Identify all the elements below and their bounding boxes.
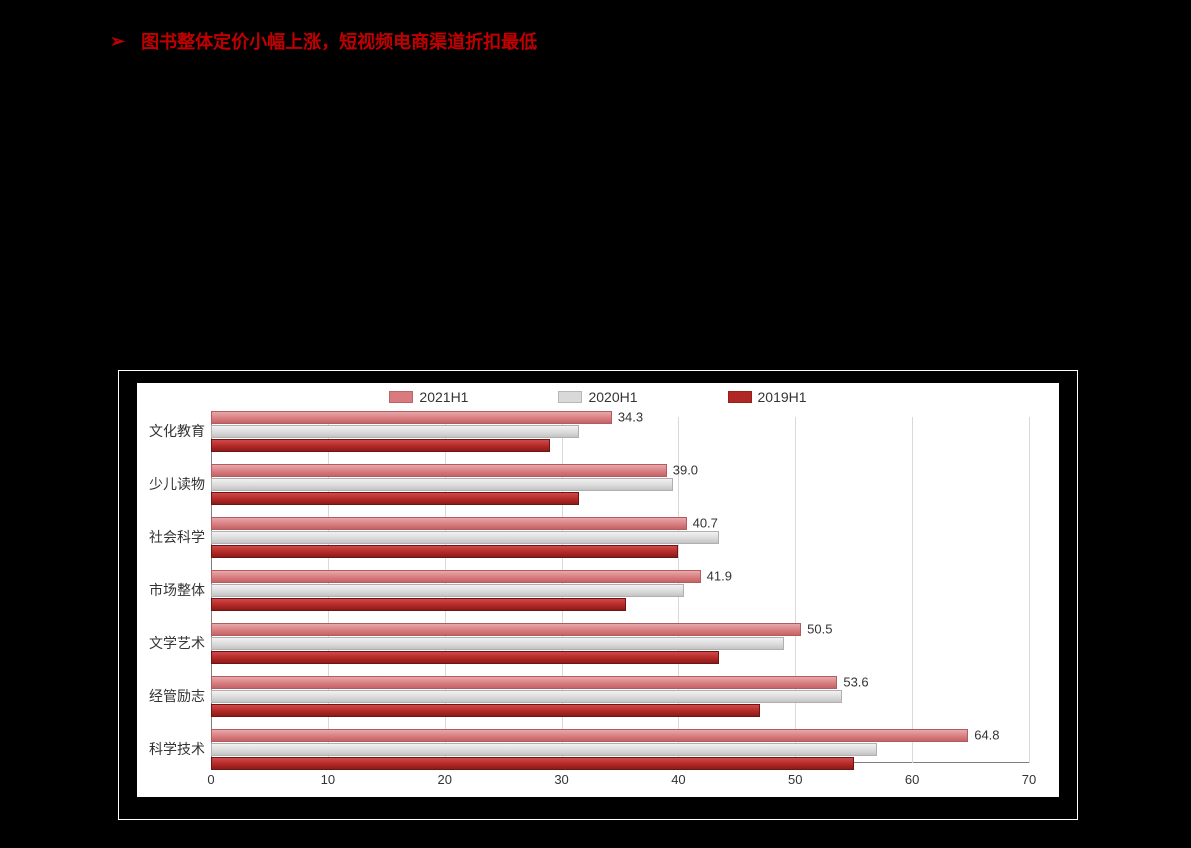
x-tick-label: 40 — [671, 772, 685, 787]
bar — [211, 637, 784, 650]
category-label: 文学艺术 — [141, 633, 205, 653]
bar — [211, 439, 550, 452]
bar — [211, 531, 719, 544]
bar — [211, 464, 667, 477]
x-tick-label: 20 — [437, 772, 451, 787]
bar-value-label: 50.5 — [807, 622, 832, 637]
bar-value-label: 34.3 — [618, 410, 643, 425]
bar — [211, 492, 579, 505]
gridline — [912, 417, 913, 763]
chart-frame: 2021H1 2020H1 2019H1 010203040506070文化教育… — [118, 370, 1078, 820]
bar — [211, 584, 684, 597]
x-tick-label: 0 — [207, 772, 214, 787]
legend-swatch-icon — [728, 391, 752, 403]
bar — [211, 598, 626, 611]
category-label: 科学技术 — [141, 739, 205, 759]
bar — [211, 545, 678, 558]
category-label: 文化教育 — [141, 421, 205, 441]
category-label: 少儿读物 — [141, 474, 205, 494]
bar — [211, 517, 687, 530]
bar — [211, 690, 842, 703]
legend-item-2021h1: 2021H1 — [389, 389, 468, 405]
section-header: ➢ 图书整体定价小幅上涨，短视频电商渠道折扣最低 — [110, 28, 537, 54]
category-label: 市场整体 — [141, 580, 205, 600]
x-tick-label: 30 — [554, 772, 568, 787]
section-title: 图书整体定价小幅上涨，短视频电商渠道折扣最低 — [141, 28, 537, 54]
bar — [211, 425, 579, 438]
bar — [211, 478, 673, 491]
x-tick-label: 60 — [905, 772, 919, 787]
chart-legend: 2021H1 2020H1 2019H1 — [137, 389, 1059, 405]
legend-label: 2021H1 — [419, 389, 468, 405]
legend-item-2019h1: 2019H1 — [728, 389, 807, 405]
plot-area: 010203040506070文化教育34.3少儿读物39.0社会科学40.7市… — [211, 417, 1029, 763]
bullet-arrow-icon: ➢ — [110, 31, 125, 52]
legend-swatch-icon — [389, 391, 413, 403]
x-tick-label: 70 — [1022, 772, 1036, 787]
x-tick-label: 50 — [788, 772, 802, 787]
bar — [211, 743, 877, 756]
gridline — [795, 417, 796, 763]
bar — [211, 676, 837, 689]
chart-canvas: 2021H1 2020H1 2019H1 010203040506070文化教育… — [137, 383, 1059, 797]
bar — [211, 651, 719, 664]
legend-item-2020h1: 2020H1 — [558, 389, 637, 405]
bar-value-label: 40.7 — [693, 516, 718, 531]
bar-value-label: 39.0 — [673, 463, 698, 478]
bar — [211, 623, 801, 636]
legend-label: 2020H1 — [588, 389, 637, 405]
legend-swatch-icon — [558, 391, 582, 403]
legend-label: 2019H1 — [758, 389, 807, 405]
x-tick-label: 10 — [321, 772, 335, 787]
category-label: 社会科学 — [141, 527, 205, 547]
bar — [211, 411, 612, 424]
bar — [211, 704, 760, 717]
bar — [211, 570, 701, 583]
bar-value-label: 41.9 — [707, 569, 732, 584]
gridline — [1029, 417, 1030, 763]
bar-value-label: 64.8 — [974, 728, 999, 743]
bar-value-label: 53.6 — [843, 675, 868, 690]
bar — [211, 729, 968, 742]
category-label: 经管励志 — [141, 686, 205, 706]
bar — [211, 757, 854, 770]
